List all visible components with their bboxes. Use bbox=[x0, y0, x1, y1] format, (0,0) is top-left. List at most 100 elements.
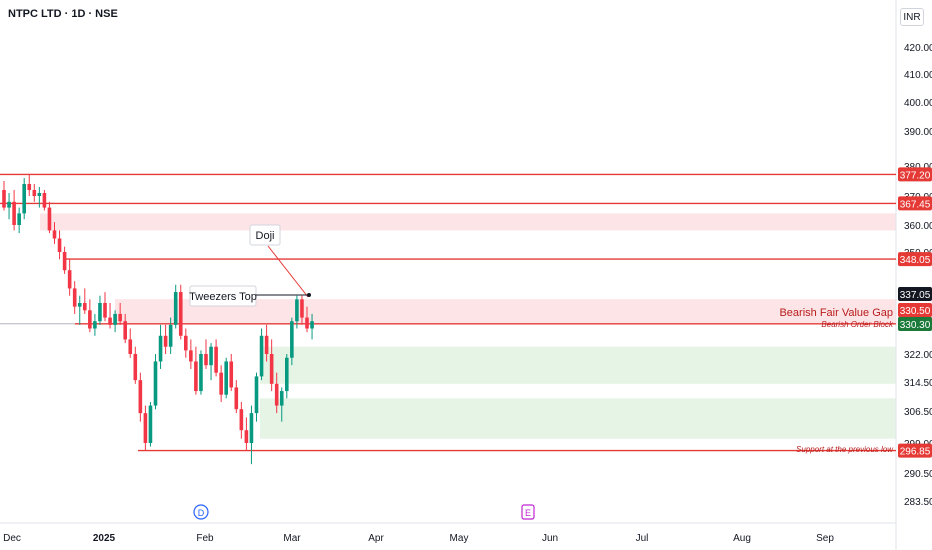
tweezers-label: Tweezers Top bbox=[189, 291, 257, 303]
candle-body bbox=[214, 346, 218, 373]
candle-body bbox=[67, 270, 72, 289]
candle-body bbox=[62, 252, 67, 271]
support-label: Support at the previous low bbox=[796, 445, 894, 454]
tweezers-label-box bbox=[189, 285, 257, 307]
x-tick-label: Apr bbox=[368, 533, 384, 544]
y-tick-label: 400.00 bbox=[904, 98, 932, 109]
candle-body bbox=[27, 184, 32, 190]
candle-body bbox=[103, 303, 107, 318]
level-price-tag bbox=[898, 196, 932, 211]
candle-body bbox=[118, 313, 122, 322]
candle-body bbox=[153, 361, 158, 406]
y-tick-label: 283.50 bbox=[904, 497, 932, 508]
x-tick-label: 2025 bbox=[93, 533, 116, 544]
candle-body bbox=[113, 313, 117, 325]
candle-body bbox=[259, 335, 264, 377]
candle-body bbox=[295, 299, 299, 322]
y-tick-label: 314.50 bbox=[904, 378, 932, 389]
candle-body bbox=[37, 193, 42, 196]
order-block-label: Bearish Order Block bbox=[821, 320, 894, 329]
current-price-tag bbox=[898, 317, 932, 331]
candle-body bbox=[138, 380, 143, 414]
doji-label: Doji bbox=[256, 230, 275, 242]
x-tick-label: Mar bbox=[283, 533, 301, 544]
candle-body bbox=[133, 354, 138, 381]
candle-body bbox=[123, 321, 127, 340]
level-price-tag bbox=[898, 167, 932, 182]
candle-body bbox=[163, 335, 168, 347]
candle-body bbox=[143, 413, 148, 443]
candle-body bbox=[249, 413, 254, 443]
candle-body bbox=[244, 430, 249, 443]
level-price-text: 296.85 bbox=[900, 447, 931, 458]
candle-body bbox=[32, 190, 37, 196]
x-tick-label: Feb bbox=[196, 533, 214, 544]
candle-body bbox=[204, 354, 208, 366]
dividend-event-icon bbox=[193, 504, 209, 520]
doji-label-box bbox=[249, 224, 281, 246]
level-price-text: 367.45 bbox=[900, 199, 931, 210]
price-tag bbox=[898, 287, 932, 301]
candle-body bbox=[254, 376, 259, 414]
price-tag-text: 330.50 bbox=[900, 306, 931, 317]
y-tick-label: 390.00 bbox=[904, 127, 932, 138]
y-tick-label: 322.00 bbox=[904, 350, 932, 361]
currency-button[interactable]: INR bbox=[900, 8, 924, 26]
candle-body bbox=[158, 335, 163, 362]
candle-body bbox=[88, 310, 92, 329]
candle-body bbox=[199, 354, 203, 392]
candle-body bbox=[310, 321, 314, 329]
x-tick-label: Aug bbox=[733, 533, 751, 544]
zone-green bbox=[260, 398, 896, 439]
candle-body bbox=[224, 361, 228, 395]
level-price-tag bbox=[898, 252, 932, 267]
price-tag-text: 337.05 bbox=[900, 290, 931, 301]
earnings-event-icon bbox=[521, 504, 535, 520]
candle-body bbox=[219, 372, 223, 395]
candle-body bbox=[128, 339, 133, 354]
candle-body bbox=[173, 292, 178, 325]
candle-body bbox=[148, 405, 153, 443]
level-price-text: 377.20 bbox=[900, 170, 931, 181]
candle-body bbox=[93, 321, 97, 329]
fvg-label: Bearish Fair Value Gap bbox=[779, 307, 893, 319]
candle-body bbox=[168, 324, 173, 347]
level-price-tag bbox=[898, 443, 932, 458]
candle-body bbox=[47, 207, 52, 231]
candle-body bbox=[184, 335, 188, 351]
zone-red bbox=[115, 299, 896, 324]
x-tick-label: Dec bbox=[3, 533, 21, 544]
candle-body bbox=[77, 303, 82, 307]
y-tick-label: 290.50 bbox=[904, 469, 932, 480]
candle-body bbox=[209, 346, 213, 366]
y-tick-label: 410.00 bbox=[904, 70, 932, 81]
candle-body bbox=[194, 361, 198, 392]
candle-body bbox=[300, 299, 304, 318]
candle-body bbox=[57, 238, 62, 252]
x-tick-label: Jun bbox=[542, 533, 558, 544]
zone-red bbox=[40, 213, 896, 231]
candle-body bbox=[305, 317, 309, 329]
candle-body bbox=[83, 303, 87, 311]
candle-body bbox=[108, 317, 112, 325]
doji-pointer bbox=[267, 245, 309, 298]
candle-body bbox=[42, 193, 47, 208]
candle-body bbox=[72, 288, 77, 307]
candle-body bbox=[22, 184, 26, 214]
candle-body bbox=[2, 190, 6, 208]
candle-body bbox=[12, 201, 16, 225]
x-tick-label: Jul bbox=[636, 533, 649, 544]
candle-body bbox=[279, 391, 284, 406]
candle-body bbox=[285, 357, 289, 392]
y-tick-label: 306.50 bbox=[904, 407, 932, 418]
price-tag bbox=[898, 303, 932, 317]
candle-body bbox=[264, 335, 269, 354]
candle-body bbox=[17, 213, 21, 225]
candle-body bbox=[290, 321, 294, 358]
candle-body bbox=[229, 361, 234, 388]
candle-body bbox=[178, 292, 183, 336]
zone-green bbox=[260, 346, 896, 384]
tweezers-dot bbox=[307, 293, 311, 297]
x-tick-label: Sep bbox=[816, 533, 834, 544]
